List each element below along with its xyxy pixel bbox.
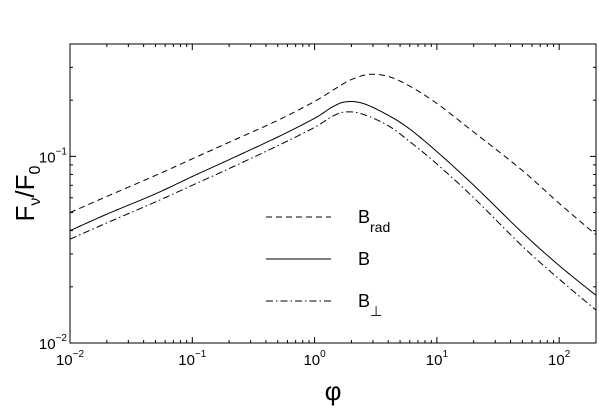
x-tick-label: 100 — [303, 349, 326, 369]
y-tick-label: 10−1 — [39, 146, 68, 166]
y-axis-title-sub1: ν — [27, 198, 44, 206]
x-tick-label-exponent: −2 — [73, 349, 85, 360]
x-tick-label: 101 — [426, 349, 449, 369]
y-tick-label-exponent: −2 — [56, 333, 68, 344]
x-tick-label-exponent: −1 — [195, 349, 207, 360]
series-lines — [69, 73, 597, 311]
x-tick-label-base: 10 — [426, 352, 443, 369]
axis-ticks — [69, 43, 597, 344]
legend-label-3: B⊥ — [358, 291, 382, 319]
y-tick-label: 10−2 — [39, 333, 68, 353]
legend-label-main: B — [358, 207, 370, 227]
x-tick-label-base: 10 — [56, 352, 73, 369]
x-axis-title: φ — [325, 376, 342, 406]
x-tick-label-exponent: 0 — [320, 349, 326, 360]
x-tick-label: 10−2 — [56, 349, 85, 369]
legend-label-main: B — [358, 291, 370, 311]
y-axis-title-mid: /F — [10, 174, 40, 197]
y-tick-label-base: 10 — [39, 149, 56, 166]
x-tick-label-exponent: 1 — [442, 349, 448, 360]
y-axis-title: Fν/F0 — [10, 165, 44, 221]
y-axis-title-main: F — [10, 206, 40, 222]
x-tick-label-base: 10 — [548, 352, 565, 369]
legend-label-2: B — [358, 249, 370, 269]
x-tick-label-base: 10 — [178, 352, 195, 369]
series-line-1 — [69, 73, 597, 236]
y-tick-label-base: 10 — [39, 336, 56, 353]
plot-frame — [69, 43, 597, 344]
x-tick-label: 10−1 — [178, 349, 207, 369]
legend-label-sub: rad — [370, 219, 390, 235]
x-tick-label-exponent: 2 — [565, 349, 571, 360]
y-axis-title-sub2: 0 — [27, 165, 44, 174]
y-tick-label-exponent: −1 — [56, 146, 68, 157]
x-tick-label: 102 — [548, 349, 571, 369]
legend-label-sub: ⊥ — [370, 303, 382, 319]
series-line-3 — [69, 111, 597, 311]
legend-label-1: Brad — [358, 207, 390, 235]
legend-label-main: B — [358, 249, 370, 269]
x-tick-label-base: 10 — [303, 352, 320, 369]
series-line-2 — [69, 100, 597, 296]
